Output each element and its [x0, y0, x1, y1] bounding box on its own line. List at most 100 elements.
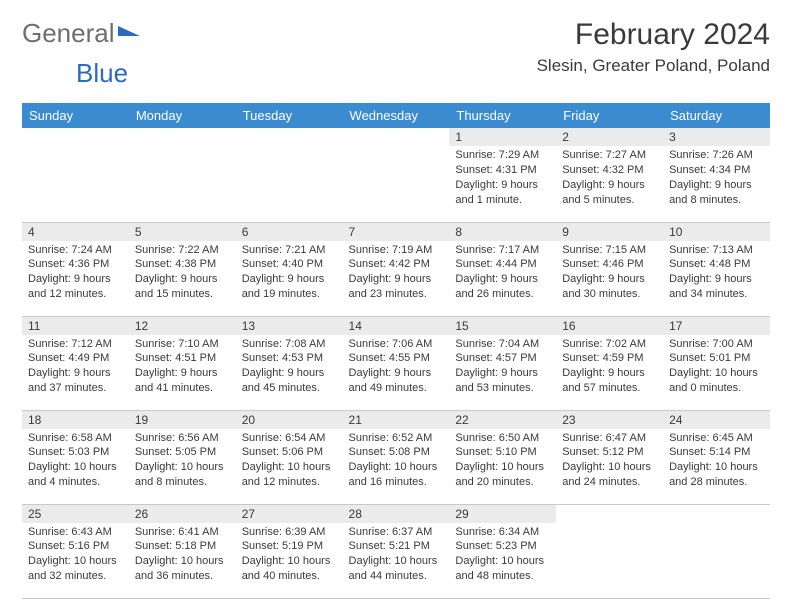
sunrise-text: Sunrise: 7:19 AM	[349, 244, 433, 256]
day-content: Sunrise: 6:34 AMSunset: 5:23 PMDaylight:…	[449, 523, 556, 588]
sunset-text: Sunset: 5:14 PM	[669, 446, 750, 458]
sunrise-text: Sunrise: 7:22 AM	[135, 244, 219, 256]
day-content: Sunrise: 7:21 AM Sunset: 4:40 PM Daylight:…	[236, 241, 343, 306]
calendar-cell: 18Sunrise: 6:58 AMSunset: 5:03 PMDayligh…	[22, 410, 129, 504]
day-number: 10	[663, 223, 770, 241]
weekday-header: Saturday	[663, 103, 770, 128]
calendar-cell: 12Sunrise: 7:10 AMSunset: 4:51 PMDayligh…	[129, 316, 236, 410]
calendar-cell: 28Sunrise: 6:37 AMSunset: 5:21 PMDayligh…	[343, 504, 450, 598]
calendar-cell: 6Sunrise: 7:21 AMSunset: 4:40 PMDaylight…	[236, 222, 343, 316]
day-content: Sunrise: 7:13 AMSunset: 4:48 PMDaylight:…	[663, 241, 770, 306]
daylight-text: Daylight: 10 hours and 32 minutes.	[28, 555, 117, 582]
day-number: 25	[22, 505, 129, 523]
sunrise-text: Sunrise: 6:52 AM	[349, 432, 433, 444]
daylight-text: Daylight: 10 hours and 24 minutes.	[562, 461, 651, 488]
calendar-cell	[663, 504, 770, 598]
daylight-text: Daylight: 10 hours and 44 minutes.	[349, 555, 438, 582]
day-number: 21	[343, 411, 450, 429]
weekday-header: Wednesday	[343, 103, 450, 128]
sunrise-text: Sunrise: 6:50 AM	[455, 432, 539, 444]
day-content: Sunrise: 6:58 AMSunset: 5:03 PMDaylight:…	[22, 429, 129, 494]
calendar-cell	[129, 128, 236, 222]
day-number: 19	[129, 411, 236, 429]
day-content: Sunrise: 7:22 AMSunset: 4:38 PMDaylight:…	[129, 241, 236, 306]
sunrise-text: Sunrise: 6:39 AM	[242, 526, 326, 538]
daylight-text: Daylight: 9 hours and 45 minutes.	[242, 367, 325, 394]
calendar-cell: 29Sunrise: 6:34 AMSunset: 5:23 PMDayligh…	[449, 504, 556, 598]
daylight-text: Daylight: 10 hours and 0 minutes.	[669, 367, 758, 394]
month-title: February 2024	[537, 18, 770, 52]
sunrise-text: Sunrise: 7:02 AM	[562, 338, 646, 350]
sunset-text: Sunset: 4:57 PM	[455, 352, 536, 364]
sunset-text: Sunset: 4:40 PM	[242, 258, 323, 270]
day-number: 13	[236, 317, 343, 335]
logo-triangle-icon	[118, 26, 140, 36]
day-number: 29	[449, 505, 556, 523]
calendar-cell	[556, 504, 663, 598]
daylight-text: Daylight: 9 hours and 19 minutes.	[242, 273, 325, 300]
sunset-text: Sunset: 4:46 PM	[562, 258, 643, 270]
sunrise-text: Sunrise: 7:27 AM	[562, 149, 646, 161]
sunset-text: Sunset: 5:21 PM	[349, 540, 430, 552]
calendar-cell: 11Sunrise: 7:12 AMSunset: 4:49 PMDayligh…	[22, 316, 129, 410]
day-content: Sunrise: 7:26 AM Sunset: 4:34 PM Daylight:…	[663, 146, 770, 211]
day-content: Sunrise: 6:50 AM Sunset: 5:10 PM Daylight:…	[449, 429, 556, 494]
day-content: Sunrise: 7:24 AMSunset: 4:36 PMDaylight:…	[22, 241, 129, 306]
calendar-cell: 15Sunrise: 7:04 AMSunset: 4:57 PMDayligh…	[449, 316, 556, 410]
calendar-week-row: 1Sunrise: 7:29 AMSunset: 4:31 PMDaylight…	[22, 128, 770, 222]
day-number: 23	[556, 411, 663, 429]
sunrise-text: Sunrise: 7:15 AM	[562, 244, 646, 256]
sunrise-text: Sunrise: 7:00 AM	[669, 338, 753, 350]
calendar-cell: 1Sunrise: 7:29 AMSunset: 4:31 PMDaylight…	[449, 128, 556, 222]
sunrise-text: Sunrise: 7:26 AM	[669, 149, 753, 161]
sunset-text: Sunset: 4:51 PM	[135, 352, 216, 364]
day-content: Sunrise: 7:17 AMSunset: 4:44 PMDaylight:…	[449, 241, 556, 306]
calendar-cell: 19Sunrise: 6:56 AMSunset: 5:05 PMDayligh…	[129, 410, 236, 504]
sunrise-text: Sunrise: 6:47 AM	[562, 432, 646, 444]
calendar-cell: 7Sunrise: 7:19 AMSunset: 4:42 PMDaylight…	[343, 222, 450, 316]
day-number: 12	[129, 317, 236, 335]
sunrise-text: Sunrise: 6:56 AM	[135, 432, 219, 444]
weekday-header: Thursday	[449, 103, 556, 128]
weekday-header: Friday	[556, 103, 663, 128]
day-content: Sunrise: 6:56 AMSunset: 5:05 PMDaylight:…	[129, 429, 236, 494]
day-content: Sunrise: 6:41 AMSunset: 5:18 PMDaylight:…	[129, 523, 236, 588]
weekday-header: Monday	[129, 103, 236, 128]
calendar-cell: 17Sunrise: 7:00 AMSunset: 5:01 PMDayligh…	[663, 316, 770, 410]
sunset-text: Sunset: 5:01 PM	[669, 352, 750, 364]
day-number: 8	[449, 223, 556, 241]
calendar-cell: 13Sunrise: 7:08 AMSunset: 4:53 PMDayligh…	[236, 316, 343, 410]
calendar-cell	[343, 128, 450, 222]
day-number: 24	[663, 411, 770, 429]
sunset-text: Sunset: 4:42 PM	[349, 258, 430, 270]
sunrise-text: Sunrise: 6:58 AM	[28, 432, 112, 444]
sunrise-text: Sunrise: 6:41 AM	[135, 526, 219, 538]
sunrise-text: Sunrise: 7:21 AM	[242, 244, 326, 256]
sunset-text: Sunset: 5:18 PM	[135, 540, 216, 552]
daylight-text: Daylight: 9 hours and 26 minutes.	[455, 273, 538, 300]
sunrise-text: Sunrise: 7:04 AM	[455, 338, 539, 350]
day-content: Sunrise: 7:10 AMSunset: 4:51 PMDaylight:…	[129, 335, 236, 400]
calendar-cell: 2Sunrise: 7:27 AMSunset: 4:32 PMDaylight…	[556, 128, 663, 222]
calendar-cell: 16Sunrise: 7:02 AMSunset: 4:59 PMDayligh…	[556, 316, 663, 410]
sunrise-text: Sunrise: 7:08 AM	[242, 338, 326, 350]
day-number: 1	[449, 128, 556, 146]
calendar-cell: 24Sunrise: 6:45 AMSunset: 5:14 PMDayligh…	[663, 410, 770, 504]
daylight-text: Daylight: 9 hours and 8 minutes.	[669, 179, 752, 206]
sunset-text: Sunset: 4:34 PM	[669, 164, 750, 176]
day-content: Sunrise: 7:12 AMSunset: 4:49 PMDaylight:…	[22, 335, 129, 400]
daylight-text: Daylight: 9 hours and 12 minutes.	[28, 273, 111, 300]
day-content: Sunrise: 6:52 AMSunset: 5:08 PMDaylight:…	[343, 429, 450, 494]
daylight-text: Daylight: 10 hours and 40 minutes.	[242, 555, 331, 582]
sunrise-text: Sunrise: 7:06 AM	[349, 338, 433, 350]
day-content: Sunrise: 7:06 AMSunset: 4:55 PMDaylight:…	[343, 335, 450, 400]
daylight-text: Daylight: 10 hours and 12 minutes.	[242, 461, 331, 488]
logo-text-2: Blue	[76, 58, 128, 89]
calendar-week-row: 11Sunrise: 7:12 AMSunset: 4:49 PMDayligh…	[22, 316, 770, 410]
sunset-text: Sunset: 4:48 PM	[669, 258, 750, 270]
logo: General	[22, 18, 142, 49]
sunset-text: Sunset: 5:10 PM	[455, 446, 536, 458]
sunset-text: Sunset: 4:59 PM	[562, 352, 643, 364]
calendar-cell	[236, 128, 343, 222]
daylight-text: Daylight: 10 hours and 20 minutes.	[455, 461, 544, 488]
